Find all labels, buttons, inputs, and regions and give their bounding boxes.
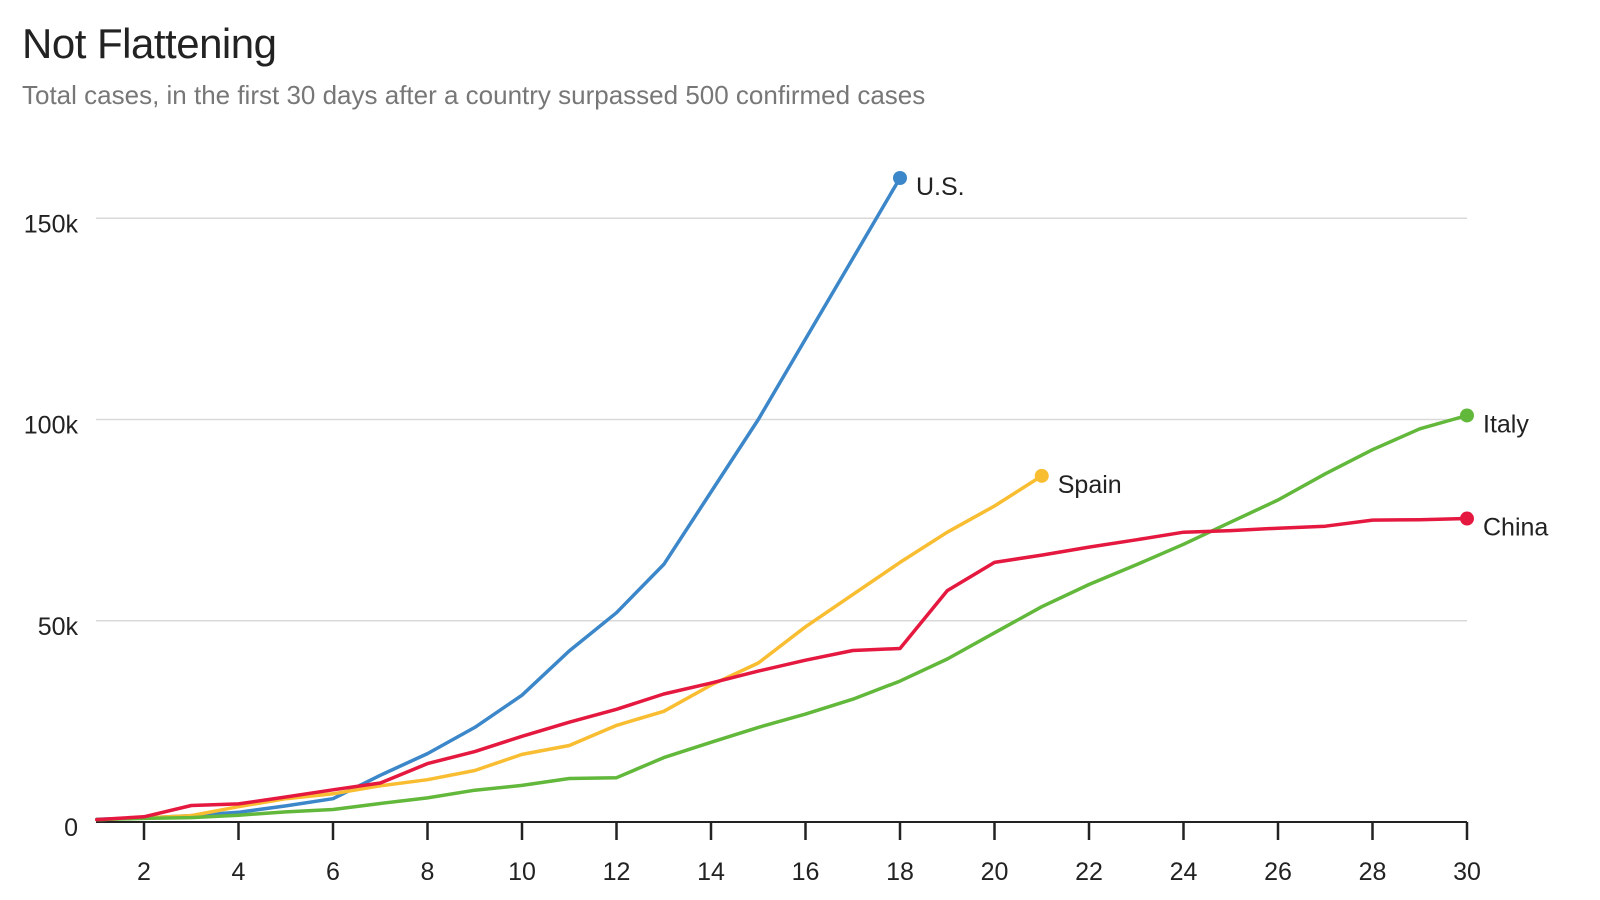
series-endpoint-china [1460, 511, 1474, 526]
series-label-spain: Spain [1058, 471, 1122, 499]
x-tick-label: 16 [792, 858, 820, 886]
series-label-china: China [1483, 514, 1548, 542]
x-axis: 2 4 6 8 10 12 14 16 18 20 22 24 26 28 30 [96, 821, 1481, 886]
y-axis: 0 50k 100k 150k [24, 210, 79, 842]
x-tick-label: 24 [1170, 858, 1198, 886]
series-line-u-s [95, 176, 902, 821]
x-tick-label: 30 [1453, 858, 1481, 886]
y-tick-label: 100k [24, 412, 79, 440]
series-endpoint-italy [1460, 408, 1474, 423]
x-tick-label: 28 [1359, 858, 1387, 886]
series-labels: U.S. Spain Italy China [916, 173, 1548, 542]
x-tick-label: 10 [508, 858, 536, 886]
x-tick-label: 6 [326, 858, 340, 886]
chart-title: Not Flattening [22, 20, 277, 67]
x-tick-label: 22 [1075, 858, 1103, 886]
x-tick-label: 2 [137, 858, 151, 886]
x-tick-label: 26 [1264, 858, 1292, 886]
x-tick-label: 4 [232, 858, 246, 886]
chart-subtitle: Total cases, in the first 30 days after … [22, 80, 926, 110]
gridlines [96, 217, 1467, 622]
x-tick-label: 14 [697, 858, 725, 886]
series-line-italy [95, 413, 1469, 822]
series-line-china [95, 516, 1469, 822]
series-endpoint-u-s [893, 171, 907, 185]
series-group [95, 171, 1474, 822]
x-tick-label: 18 [886, 858, 914, 886]
y-tick-label: 0 [64, 814, 78, 842]
y-tick-label: 50k [38, 613, 79, 641]
x-tick-label: 8 [421, 858, 435, 886]
series-label-italy: Italy [1483, 410, 1529, 438]
series-line-spain [95, 474, 1044, 822]
x-tick-label: 12 [603, 858, 631, 886]
series-endpoint-spain [1034, 468, 1049, 483]
series-label-u-s: U.S. [916, 173, 965, 201]
y-tick-label: 150k [24, 210, 79, 238]
x-tick-label: 20 [981, 858, 1009, 886]
